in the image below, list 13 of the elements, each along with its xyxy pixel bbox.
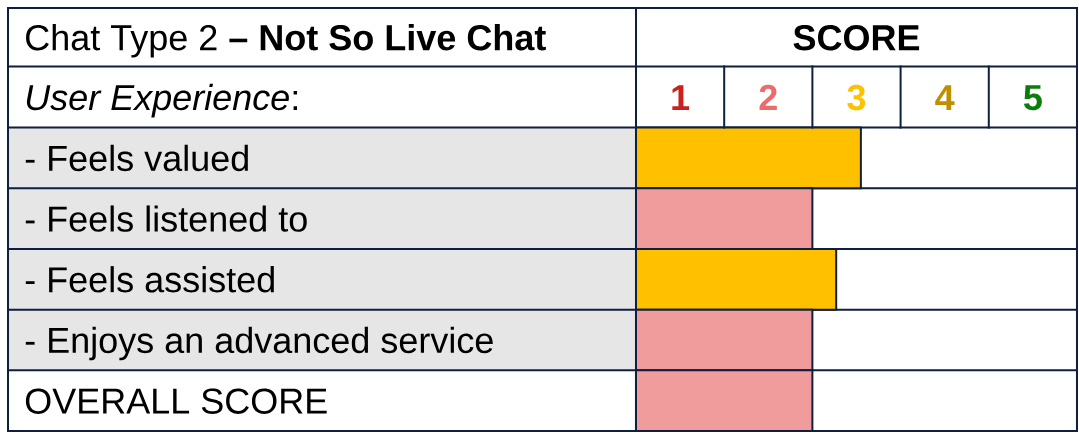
x-tick-label: 1: [672, 85, 690, 110]
y-tick-label: - Feels assisted: [25, 266, 274, 293]
x-tick-label: 2: [759, 84, 777, 110]
x-axis-title: SCORE: [793, 25, 920, 51]
x-tick-label: 3: [847, 84, 866, 111]
y-axis-title: User Experience:: [26, 83, 298, 118]
y-tick-label: - Enjoys an advanced service: [25, 326, 493, 361]
text: Chat Type 2 – Not So Live Chat: [26, 24, 546, 58]
y-tick-label: OVERALL SCORE: [25, 388, 327, 414]
y-tick-label: - Feels listened to: [25, 205, 307, 232]
x-tick-label: 4: [935, 85, 955, 110]
x-tick-label: 5: [1023, 85, 1042, 111]
y-tick-label: - Feels valued: [25, 144, 248, 172]
